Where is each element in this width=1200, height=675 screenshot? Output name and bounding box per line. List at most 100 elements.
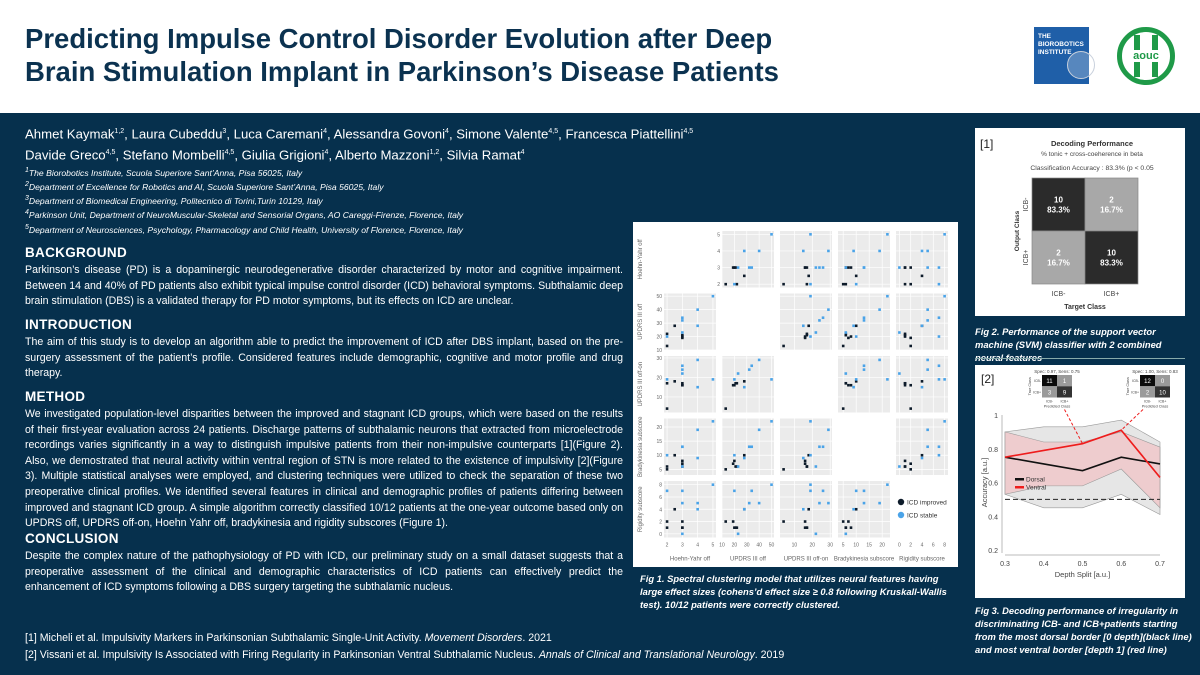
data-point — [926, 445, 929, 449]
data-point — [814, 532, 818, 536]
data-point — [665, 335, 669, 338]
logo-text: aouc — [1132, 50, 1160, 62]
data-point — [681, 335, 684, 338]
data-point — [742, 380, 746, 383]
x-tick-label: 3 — [681, 543, 684, 549]
matrix-cell — [1084, 177, 1139, 232]
data-point — [742, 507, 746, 511]
author-affiliation-mark: 4 — [445, 128, 449, 135]
data-point — [734, 526, 737, 529]
y-tick-label: 30 — [656, 356, 662, 362]
data-point — [937, 266, 941, 269]
data-point — [681, 459, 684, 463]
data-point — [742, 385, 746, 389]
chart-subtitle: % tonic + cross-coeherence in beta — [1041, 151, 1143, 158]
inset-y-tick: ICB+ — [1131, 390, 1139, 394]
y-tick-label: 3 — [717, 266, 720, 272]
scatter-panel — [780, 418, 832, 475]
data-point — [681, 520, 684, 523]
data-point — [898, 266, 901, 269]
data-point — [841, 282, 845, 286]
data-point — [943, 420, 946, 423]
data-point — [909, 383, 912, 387]
data-point — [724, 407, 728, 410]
author-affiliation-mark: 4,5 — [105, 149, 116, 157]
figure-tag: [1] — [980, 137, 993, 151]
cell-count: 2 — [1056, 249, 1061, 258]
data-point — [903, 465, 907, 468]
author-name: Davide Greco — [25, 147, 106, 163]
author-affiliation-mark: 4,5 — [224, 149, 235, 157]
data-point — [926, 249, 929, 253]
section-text: The aim of this study is to develop an a… — [25, 336, 623, 380]
data-point — [847, 336, 850, 340]
x-tick-label: 10 — [719, 543, 725, 549]
affiliation-number: 4 — [25, 209, 29, 217]
scatter-panel — [896, 293, 948, 351]
y-tick-label: 8 — [659, 483, 662, 489]
data-point — [805, 266, 809, 269]
poster-title: Predicting Impulse Control Disorder Evol… — [25, 22, 925, 88]
data-point — [747, 368, 751, 371]
data-point — [878, 249, 881, 253]
data-point — [862, 501, 866, 505]
figure-1-panel: 2 3 4 5 2 3 4 5 Hoehn-Yahr off Hoehn-Yahr off 10 20… — [633, 222, 958, 567]
data-point — [733, 282, 736, 286]
data-point — [770, 378, 773, 381]
legend-swatch — [1015, 478, 1024, 481]
data-point — [782, 344, 785, 348]
data-point — [821, 266, 825, 269]
data-point — [757, 428, 761, 432]
data-point — [805, 333, 809, 337]
data-point — [696, 358, 699, 362]
author-name: Luca Caremani — [233, 126, 324, 142]
data-point — [854, 282, 858, 286]
data-point — [757, 501, 761, 505]
x-tick-label: 30 — [827, 543, 833, 549]
data-point — [665, 381, 669, 385]
reference-year: . 2019 — [754, 648, 785, 661]
data-point — [852, 507, 855, 511]
data-point — [818, 319, 821, 322]
data-point — [920, 456, 924, 460]
data-point — [937, 378, 941, 381]
author-line: Ahmet Kaymak1,2, Laura Cubeddu3, Luca Ca… — [25, 126, 694, 142]
scatter-panel — [838, 293, 890, 351]
y-tick-label: 1 — [994, 413, 998, 420]
data-point — [747, 266, 751, 269]
data-point — [854, 378, 858, 381]
data-point — [920, 380, 924, 383]
affiliation-text: Department of Biomedical Engineering, Po… — [28, 196, 323, 207]
data-point — [711, 294, 715, 298]
data-point — [731, 520, 735, 523]
x-tick-label: 50 — [769, 543, 775, 549]
panel-background — [664, 293, 716, 350]
data-point — [696, 501, 699, 505]
data-point — [814, 266, 818, 269]
data-point — [747, 445, 751, 449]
panel-background — [664, 356, 716, 413]
y-tick-label: 0.4 — [988, 514, 998, 521]
data-point — [926, 368, 929, 371]
data-point — [733, 453, 736, 457]
affiliation-number: 3 — [25, 195, 29, 203]
data-point — [821, 445, 825, 449]
data-point — [903, 335, 907, 338]
y-tick-label: 30 — [656, 321, 662, 327]
data-point — [827, 501, 830, 505]
data-point — [909, 462, 912, 465]
inset-x-tick: ICB- — [1144, 400, 1152, 404]
data-point — [827, 249, 830, 253]
data-point — [750, 364, 754, 368]
data-point — [665, 407, 669, 410]
section-heading: BACKGROUND — [25, 245, 127, 260]
data-point — [734, 381, 737, 385]
y-tick-label: 2 — [717, 282, 720, 288]
data-point — [681, 381, 684, 385]
data-point — [733, 459, 736, 463]
y-tick-label: 20 — [656, 425, 662, 431]
data-point — [809, 294, 812, 298]
data-point — [735, 282, 739, 286]
y-tick-label: 10 — [656, 395, 662, 401]
data-point — [920, 274, 924, 278]
